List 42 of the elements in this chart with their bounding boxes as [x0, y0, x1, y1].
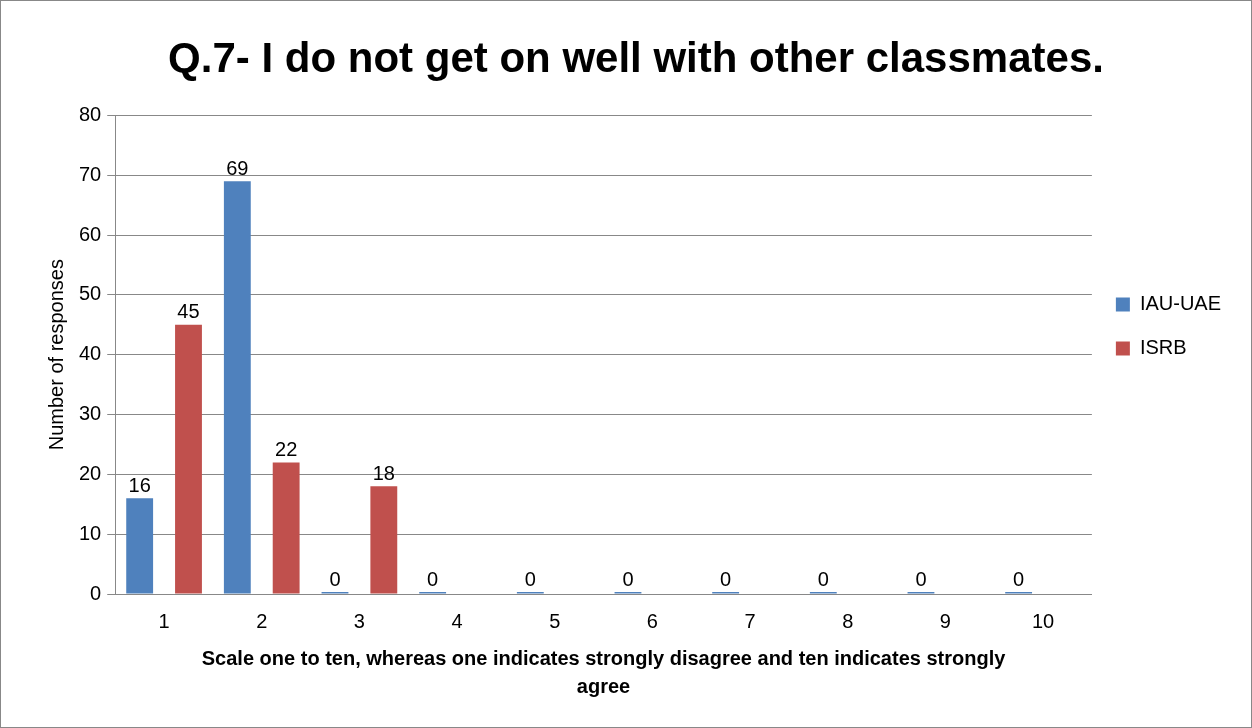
data-label: 0 — [915, 567, 927, 590]
data-label: 0 — [622, 567, 634, 590]
bar — [272, 462, 300, 594]
data-label: 0 — [817, 567, 829, 590]
data-label: 0 — [720, 567, 732, 590]
bar — [175, 324, 202, 594]
y-tick-label: 70 — [79, 162, 102, 185]
y-axis-title: Number of responses — [44, 259, 67, 451]
y-tick-label: 30 — [79, 402, 102, 425]
y-tick-label: 0 — [90, 581, 102, 604]
x-tick-label: 3 — [353, 609, 365, 632]
y-tick-label: 10 — [79, 521, 102, 544]
y-tick-label: 50 — [79, 282, 102, 305]
y-tick-label: 20 — [79, 461, 102, 484]
data-label: 69 — [226, 156, 249, 179]
y-tick-label: 80 — [79, 102, 102, 125]
x-tick-label: 9 — [939, 609, 951, 632]
data-label: 0 — [427, 567, 439, 590]
x-tick-label: 6 — [646, 609, 658, 632]
chart-title: Q.7- I do not get on well with other classmates. — [168, 33, 1104, 81]
x-tick-label: 10 — [1031, 609, 1055, 632]
x-tick-label: 8 — [842, 609, 854, 632]
x-tick-label: 2 — [256, 609, 268, 632]
x-tick-label: 1 — [158, 609, 170, 632]
data-label: 0 — [524, 567, 536, 590]
y-tick-label: 60 — [79, 222, 102, 245]
bar — [223, 181, 251, 594]
data-label: 22 — [275, 437, 298, 460]
bar — [126, 498, 154, 594]
x-tick-label: 5 — [549, 609, 561, 632]
data-label: 16 — [128, 473, 151, 496]
legend-label: ISRB — [1139, 336, 1187, 359]
x-tick-label: 4 — [451, 609, 463, 632]
data-label: 0 — [329, 567, 341, 590]
data-label: 45 — [177, 300, 200, 323]
x-tick-label: 7 — [744, 609, 756, 632]
y-tick-label: 40 — [79, 342, 102, 365]
data-label: 0 — [1013, 567, 1025, 590]
bar — [370, 486, 398, 594]
x-axis-title: Scale one to ten, whereas one indicates strongly disagree and ten indicates strongly agree — [201, 646, 1007, 697]
legend-label: IAU-UAE — [1139, 292, 1221, 315]
data-label: 18 — [372, 461, 395, 484]
